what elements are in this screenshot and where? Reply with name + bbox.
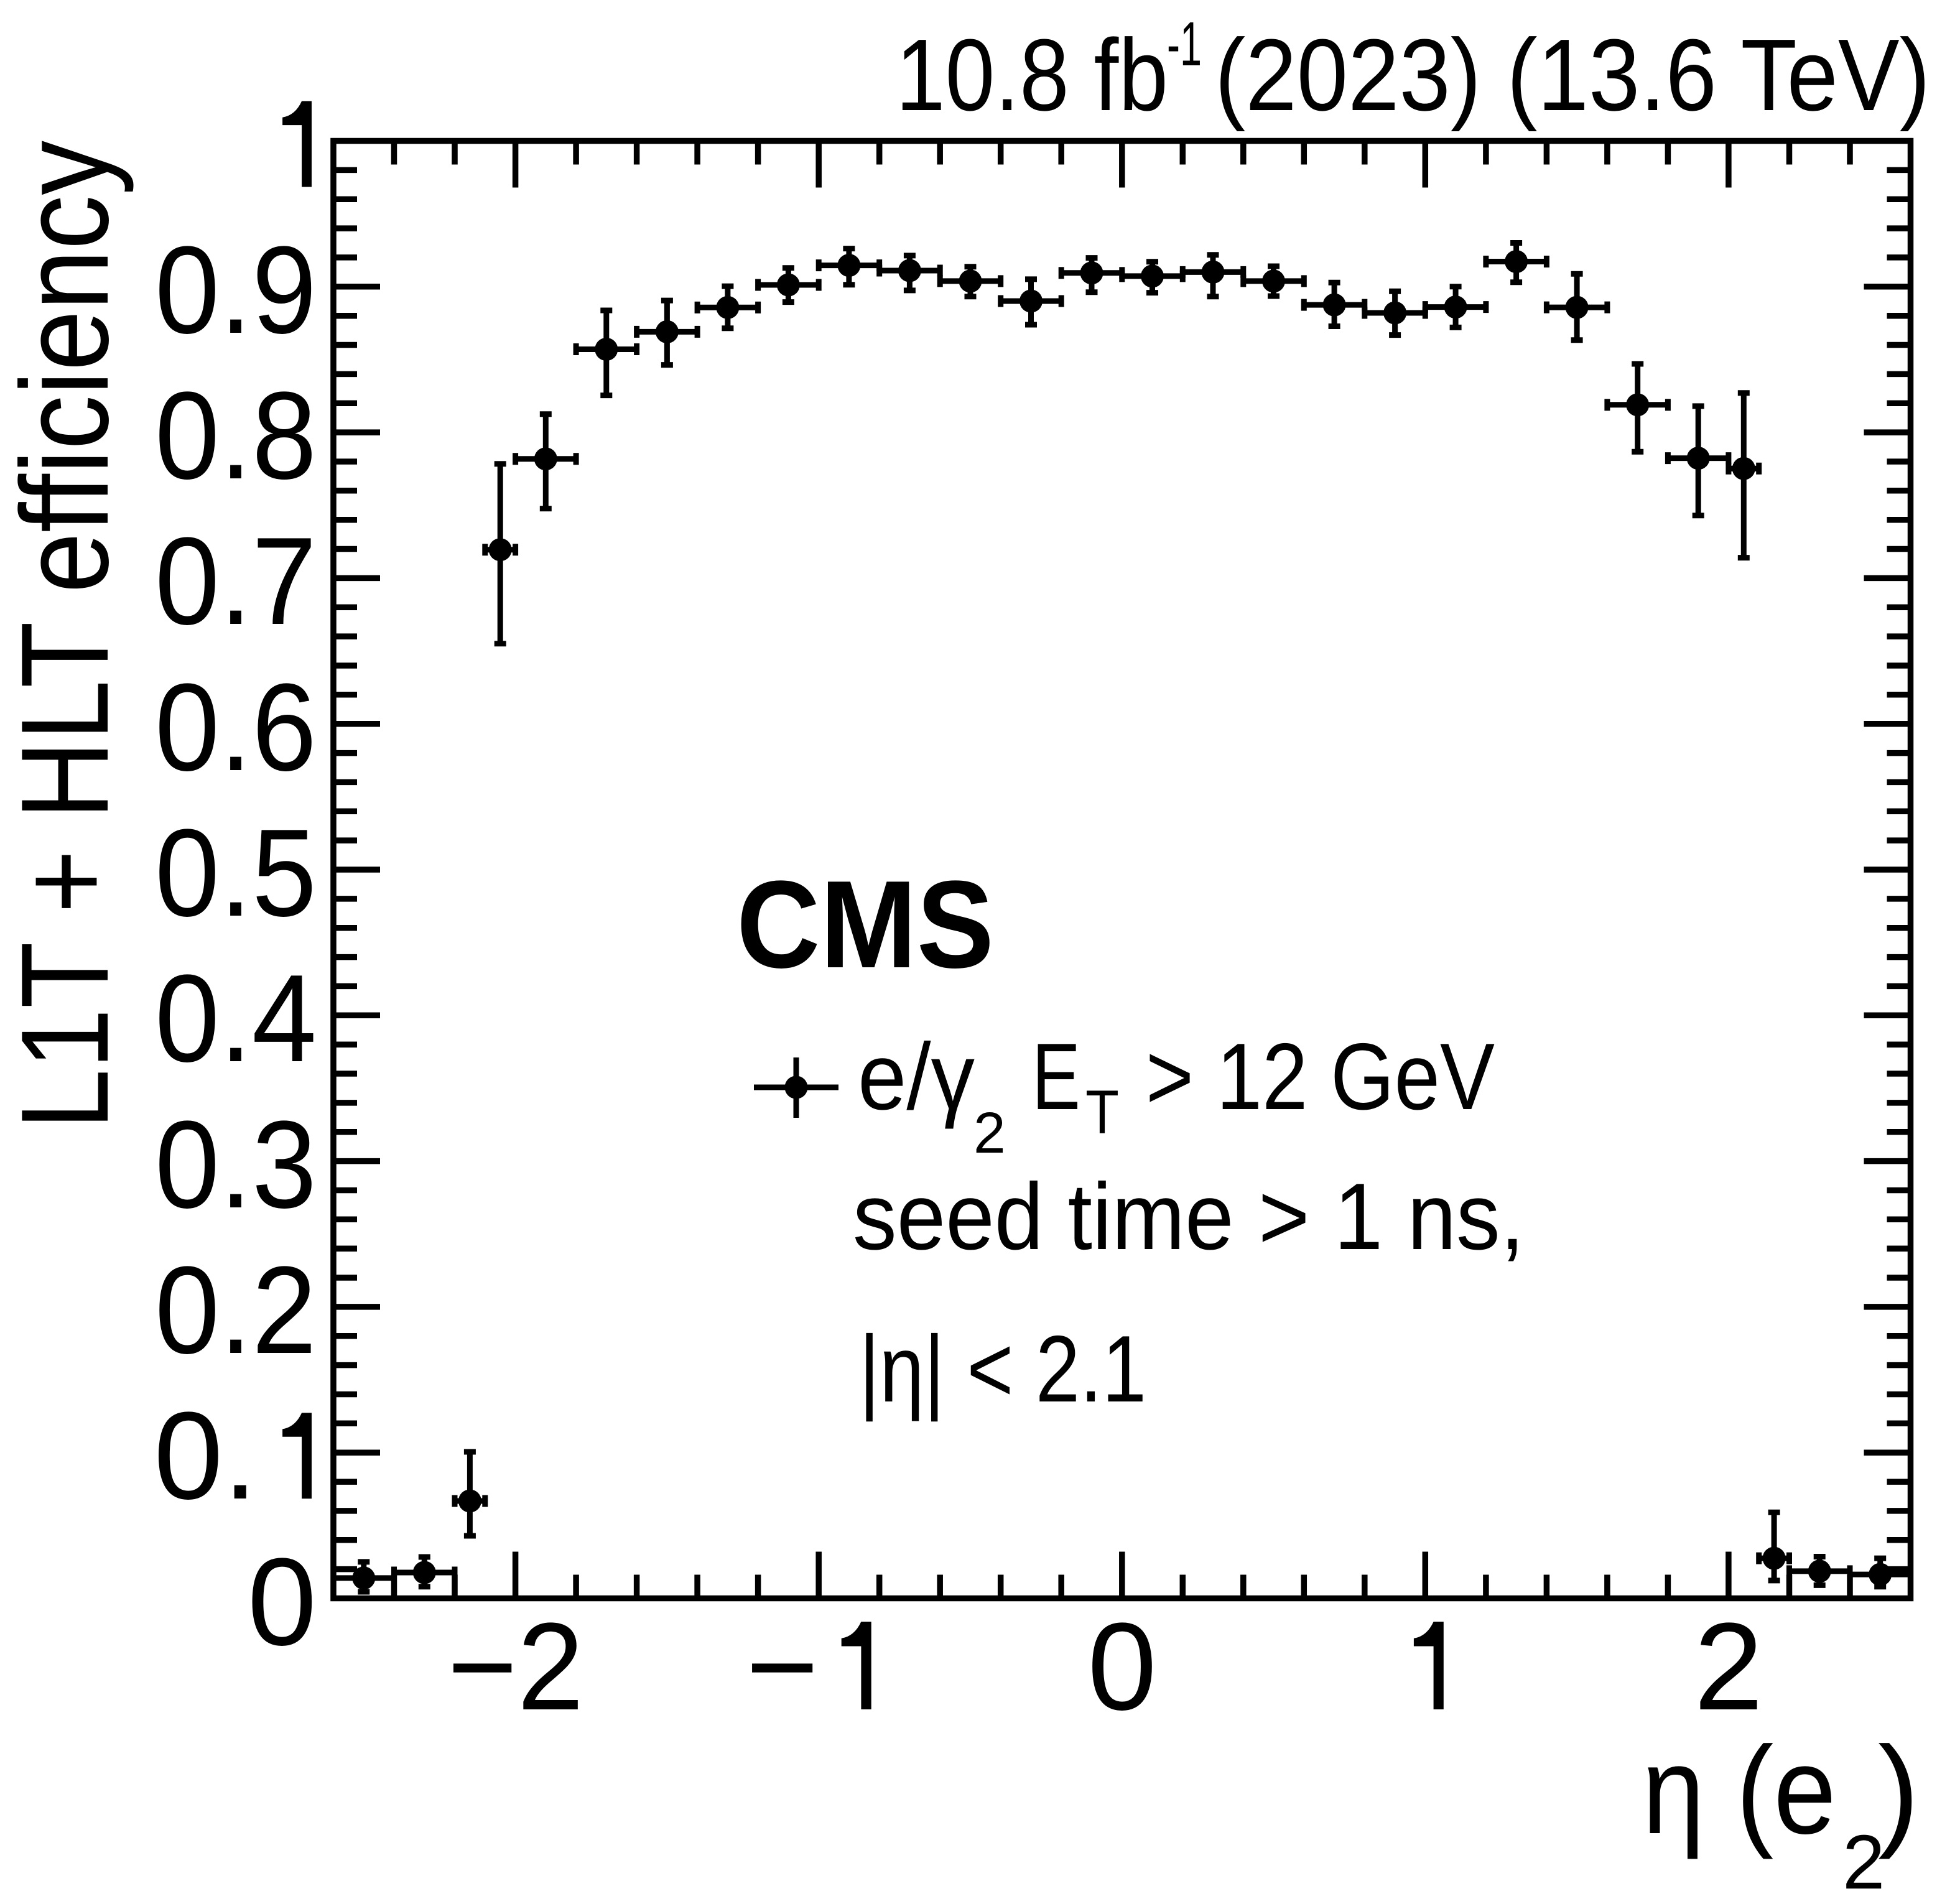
svg-text:|η| < 2.1: |η| < 2.1 [859, 1316, 1146, 1422]
svg-text:−2: −2 [448, 1597, 584, 1736]
svg-text:e/γ: e/γ [858, 1024, 975, 1130]
svg-text:0.2: 0.2 [155, 1241, 317, 1380]
svg-text:0.3: 0.3 [155, 1095, 317, 1234]
svg-text:0.5: 0.5 [155, 804, 317, 942]
svg-text:0.4: 0.4 [155, 949, 317, 1088]
svg-text:2: 2 [973, 1100, 1006, 1165]
svg-text:0: 0 [1087, 1597, 1156, 1736]
svg-text:10.8 fb: 10.8 fb [896, 18, 1168, 132]
svg-text:> 12 GeV: > 12 GeV [1146, 1024, 1495, 1130]
svg-text:0.7: 0.7 [155, 512, 317, 651]
svg-text:CMS: CMS [736, 855, 994, 994]
svg-text:0.8: 0.8 [155, 366, 317, 505]
svg-text:-1: -1 [1167, 9, 1202, 79]
svg-text:seed time > 1 ns,: seed time > 1 ns, [853, 1164, 1525, 1270]
svg-text:T: T [1085, 1077, 1119, 1146]
svg-text:): ) [1878, 1721, 1920, 1860]
svg-text:2: 2 [1694, 1597, 1763, 1736]
svg-text:2: 2 [1842, 1820, 1885, 1891]
svg-text:0.6: 0.6 [155, 658, 317, 797]
svg-text:η (e: η (e [1642, 1721, 1836, 1860]
svg-text:L1T + HLT efficiency: L1T + HLT efficiency [0, 141, 134, 1130]
svg-text:−: − [746, 1597, 819, 1736]
svg-text:0.9: 0.9 [155, 221, 317, 360]
svg-text:E: E [1032, 1024, 1080, 1130]
svg-text:(2023) (13.6 TeV): (2023) (13.6 TeV) [1215, 18, 1930, 132]
svg-text:0.: 0. [154, 1387, 258, 1525]
svg-text:0: 0 [248, 1533, 317, 1671]
